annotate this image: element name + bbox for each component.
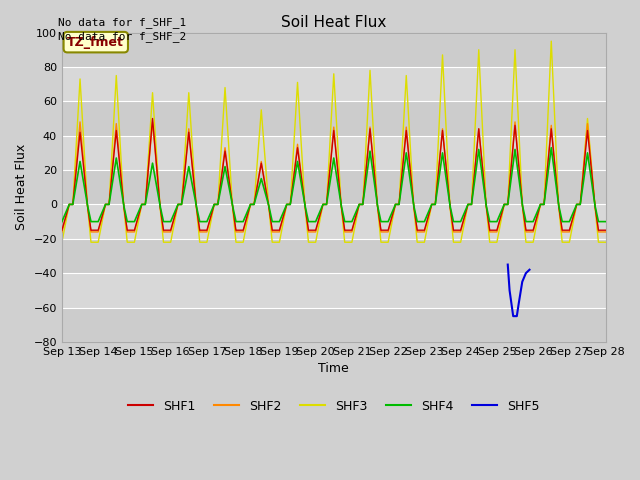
Bar (62, 308, 605, 342)
Bar (62, 101, 605, 136)
Text: TZ_fmet: TZ_fmet (67, 36, 124, 48)
Text: No data for f_SHF_1: No data for f_SHF_1 (58, 17, 186, 28)
Bar (62, 67, 605, 101)
Bar (62, 33, 605, 67)
Legend: SHF1, SHF2, SHF3, SHF4, SHF5: SHF1, SHF2, SHF3, SHF4, SHF5 (123, 395, 545, 418)
Bar (62, 273, 605, 308)
X-axis label: Time: Time (318, 362, 349, 375)
Y-axis label: Soil Heat Flux: Soil Heat Flux (15, 144, 28, 230)
Bar (62, 204, 605, 239)
Text: No data for f_SHF_2: No data for f_SHF_2 (58, 31, 186, 42)
Bar (62, 136, 605, 170)
Bar (62, 239, 605, 273)
Bar (62, 170, 605, 204)
Title: Soil Heat Flux: Soil Heat Flux (281, 15, 387, 30)
